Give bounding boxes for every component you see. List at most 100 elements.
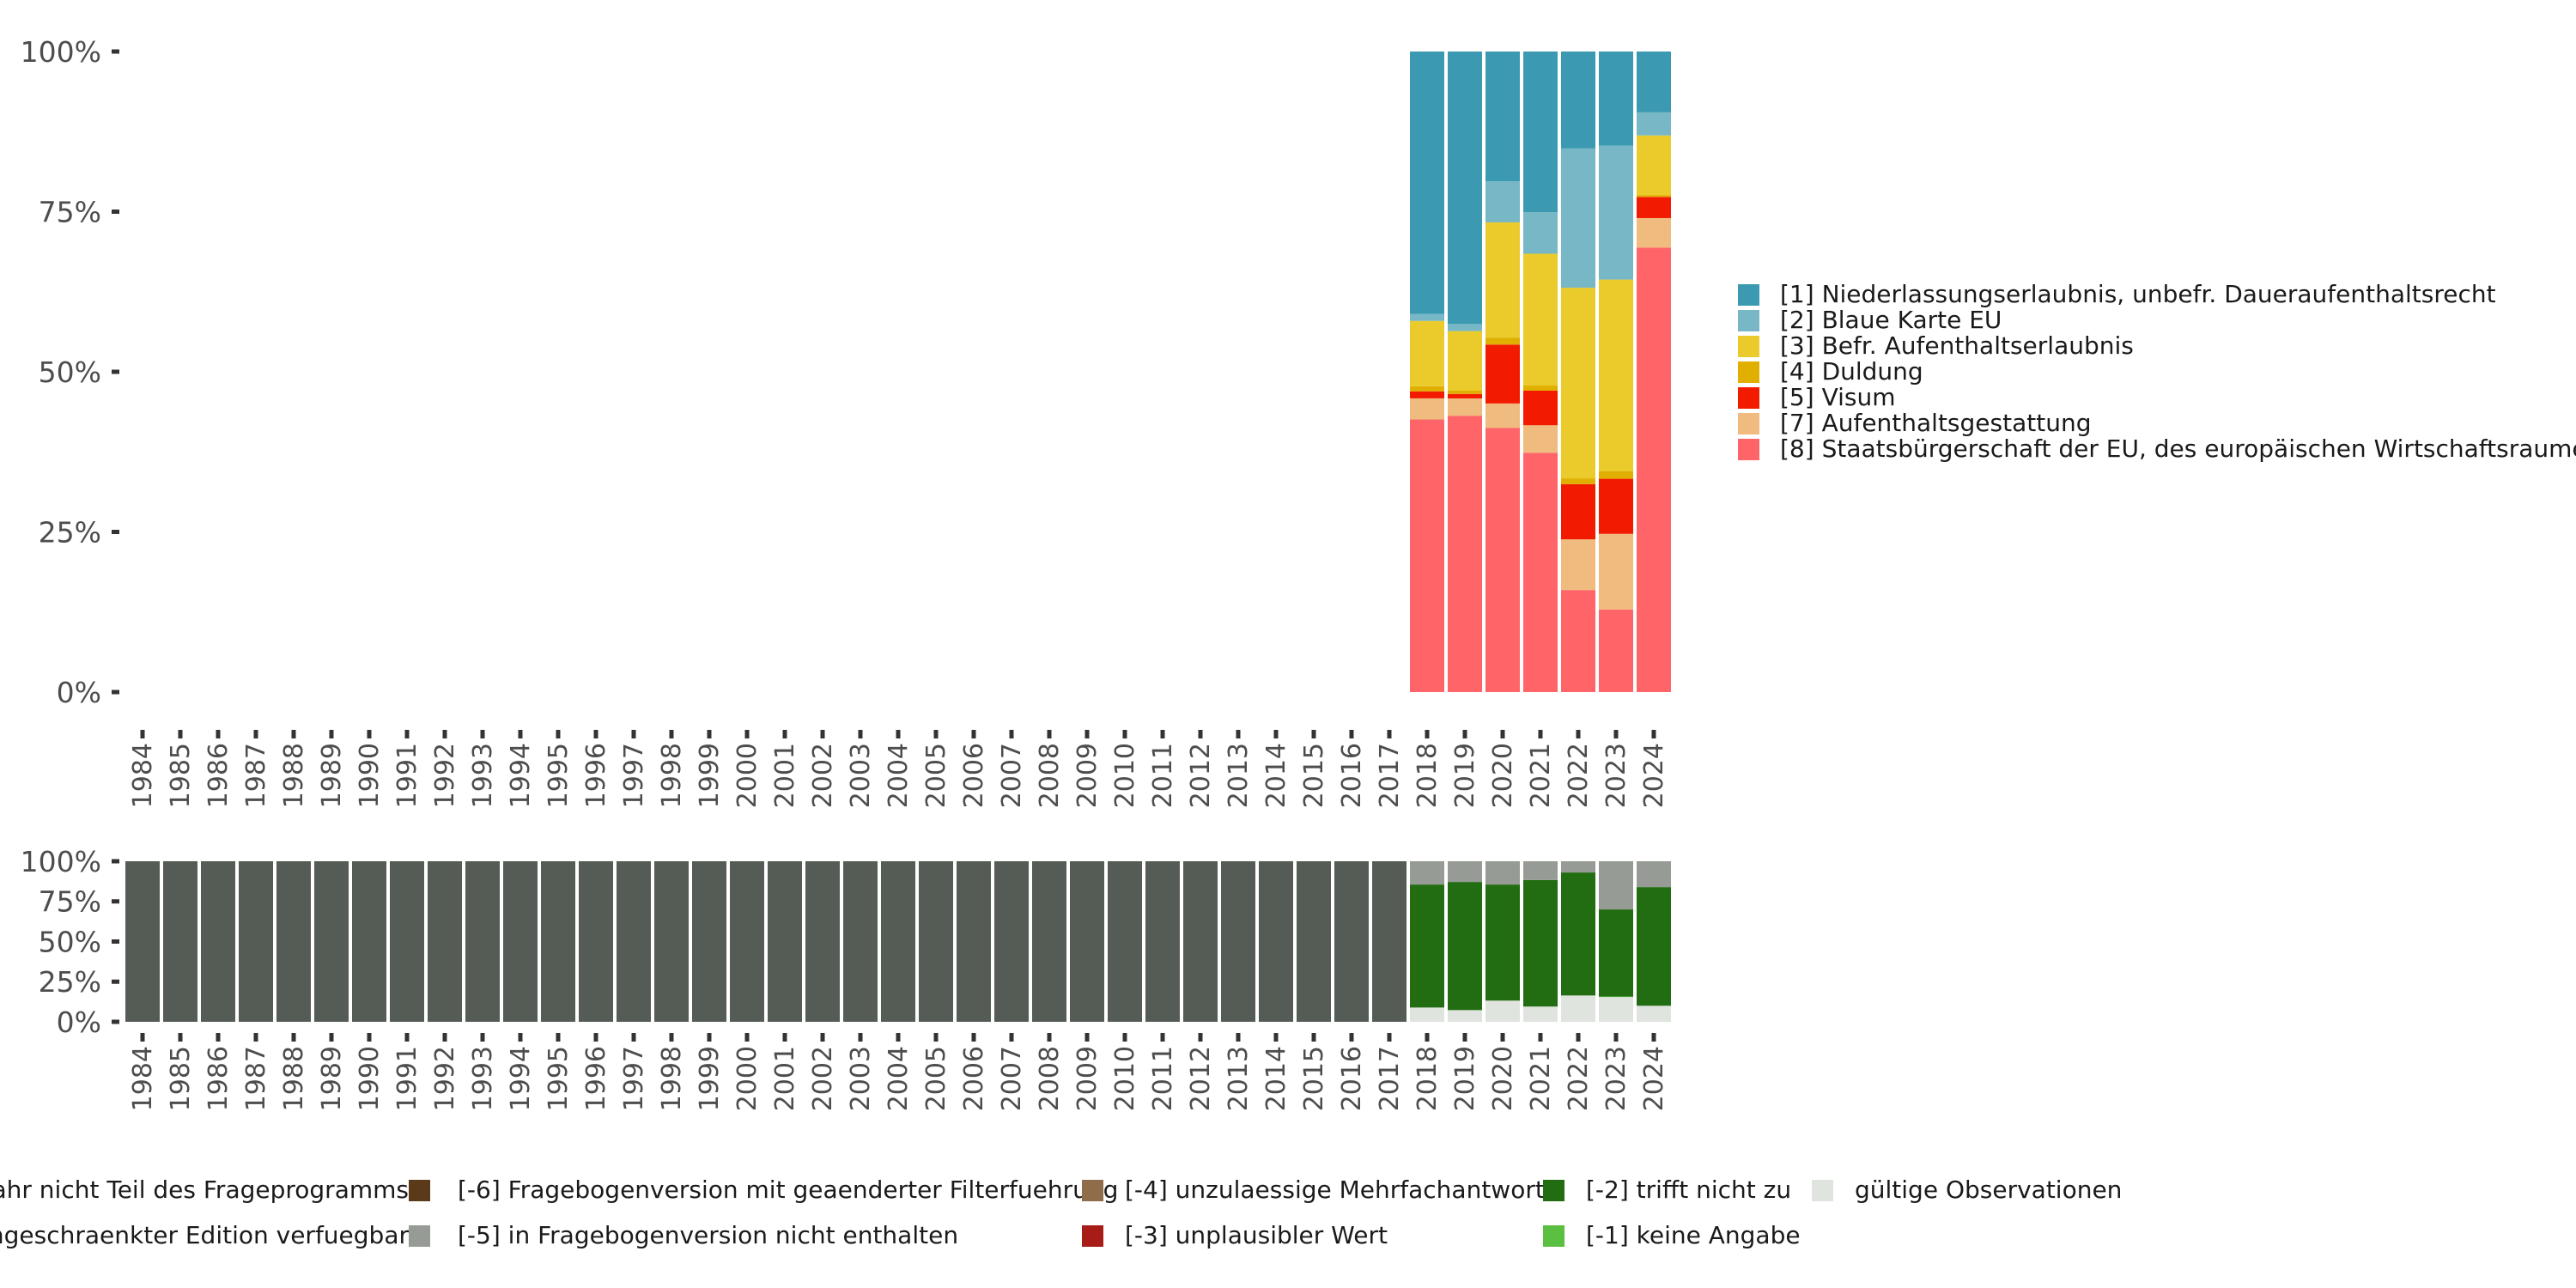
- x-tick: [404, 1033, 410, 1042]
- x-tick: [707, 1033, 712, 1042]
- bottom-panel: 0% 25% 50% 75% 100% 1984 1985 1986 1987 1988 1989 1…: [21, 845, 1671, 1111]
- legend-swatch: [1082, 1180, 1103, 1201]
- bar-segment: [805, 861, 840, 1022]
- bar-segment: [1410, 313, 1444, 321]
- x-tick: [480, 1033, 485, 1042]
- bar-segment: [1637, 247, 1671, 692]
- x-tick-label: 2014: [1261, 1046, 1291, 1111]
- bar-segment: [1599, 997, 1633, 1022]
- x-tick-label: 1997: [619, 743, 649, 808]
- bar-segment: [1523, 52, 1558, 213]
- x-tick-label: 2002: [808, 743, 838, 808]
- x-tick-label: 2021: [1526, 743, 1556, 808]
- x-tick: [669, 730, 674, 738]
- bar-segment: [465, 861, 500, 1022]
- bar-segment: [1485, 344, 1520, 404]
- x-tick: [1122, 1033, 1127, 1042]
- bar-segment: [1523, 879, 1558, 1007]
- bar-segment: [1485, 52, 1520, 182]
- bar-segment: [314, 861, 349, 1022]
- x-tick-label: 1993: [468, 1046, 498, 1111]
- y-tick-label: 100%: [21, 35, 101, 69]
- bar-segment: [994, 861, 1029, 1022]
- bar-segment: [1561, 861, 1595, 873]
- x-tick: [556, 730, 561, 738]
- x-tick-label: 2019: [1450, 1046, 1480, 1111]
- bar-segment: [1108, 861, 1142, 1022]
- legend-label: [-1] keine Angabe: [1586, 1221, 1801, 1249]
- bar-segment: [1637, 135, 1671, 196]
- x-tick-label: 1999: [695, 1046, 725, 1111]
- x-tick-label: 2007: [997, 743, 1027, 808]
- legend-swatch: [1543, 1180, 1564, 1201]
- x-tick-label: 2017: [1375, 743, 1405, 808]
- bar-segment: [1561, 539, 1595, 591]
- x-tick-label: 1997: [619, 1046, 649, 1111]
- x-tick-label: 2019: [1450, 743, 1480, 808]
- x-tick-label: 2016: [1337, 743, 1367, 808]
- bar-segment: [768, 861, 802, 1022]
- x-tick: [216, 1033, 221, 1042]
- x-tick-label: 2004: [884, 1046, 914, 1111]
- y-tick: [112, 939, 119, 944]
- bar-segment: [1561, 478, 1595, 484]
- y-tick: [112, 49, 119, 54]
- x-tick: [253, 730, 258, 738]
- x-tick-label: 1987: [241, 743, 271, 808]
- x-tick: [1462, 1033, 1467, 1042]
- bar-segment: [1523, 212, 1558, 254]
- y-tick-label: 25%: [39, 515, 101, 549]
- x-tick: [140, 1033, 145, 1042]
- bar-segment: [1599, 471, 1633, 479]
- bar-segment: [1599, 909, 1633, 997]
- bar-segment: [1485, 222, 1520, 338]
- x-tick-label: 1995: [544, 1046, 574, 1111]
- x-tick: [593, 730, 598, 738]
- x-tick: [631, 730, 636, 738]
- bar-segment: [541, 861, 575, 1022]
- x-tick: [1349, 1033, 1354, 1042]
- x-tick-label: 2024: [1639, 743, 1669, 808]
- x-tick: [820, 730, 825, 738]
- x-tick: [933, 1033, 939, 1042]
- bar-segment: [1637, 195, 1671, 197]
- x-tick: [744, 730, 750, 738]
- bar-segment: [1599, 996, 1633, 998]
- x-tick-label: 2007: [997, 1046, 1027, 1111]
- x-tick: [1538, 1033, 1543, 1042]
- x-tick: [782, 730, 787, 738]
- bar-segment: [503, 861, 538, 1022]
- bar-segment: [1448, 52, 1482, 325]
- x-tick-label: 1992: [430, 1046, 460, 1111]
- y-tick: [112, 690, 119, 695]
- bar-segment: [1410, 419, 1444, 692]
- x-tick-label: 1993: [468, 743, 498, 808]
- legend-label: [-3] unplausibler Wert: [1125, 1221, 1388, 1249]
- x-tick: [1387, 730, 1392, 738]
- x-tick-label: 1994: [506, 1046, 536, 1111]
- x-tick-label: 1986: [204, 1046, 234, 1111]
- bar-segment: [239, 861, 273, 1022]
- x-tick: [744, 1033, 750, 1042]
- x-tick: [896, 730, 901, 738]
- bar-segment: [1410, 320, 1444, 386]
- bar-segment: [163, 861, 197, 1022]
- x-tick: [1084, 1033, 1090, 1042]
- bar-segment: [730, 861, 764, 1022]
- x-tick-label: 2015: [1299, 1046, 1329, 1111]
- y-tick-label: 50%: [39, 925, 101, 958]
- x-tick: [1576, 730, 1581, 738]
- x-tick: [1047, 730, 1052, 738]
- legend-swatch: [1082, 1225, 1103, 1247]
- x-tick-label: 2022: [1564, 743, 1594, 808]
- y-tick-label: 75%: [39, 885, 101, 919]
- x-tick-label: 1991: [392, 1046, 422, 1111]
- bar-segment: [1637, 52, 1671, 112]
- x-tick-label: 2021: [1526, 1046, 1556, 1111]
- bar-segment: [1410, 391, 1444, 398]
- x-tick-label: 1985: [166, 743, 196, 808]
- legend-swatch: [1738, 413, 1759, 434]
- x-tick: [1009, 730, 1014, 738]
- bar-segment: [1448, 331, 1482, 392]
- x-tick-label: 1988: [279, 1046, 309, 1111]
